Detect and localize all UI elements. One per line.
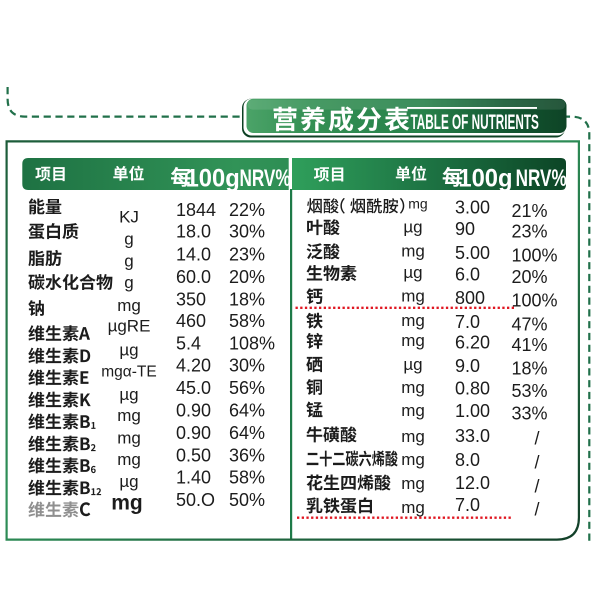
svg-text:47%: 47%: [512, 315, 548, 335]
svg-text:mg: mg: [401, 401, 425, 420]
svg-text:18%: 18%: [512, 359, 548, 379]
svg-text:mg: mg: [111, 492, 143, 515]
svg-text:64%: 64%: [229, 423, 265, 443]
svg-text:3.00: 3.00: [455, 198, 490, 218]
svg-text:33.0: 33.0: [455, 426, 490, 446]
svg-text:µgRE: µgRE: [108, 317, 151, 336]
svg-text:µg: µg: [403, 263, 422, 282]
svg-text:9.0: 9.0: [455, 356, 480, 376]
svg-text:mg: mg: [401, 311, 425, 330]
svg-text:36%: 36%: [229, 445, 265, 465]
svg-text:64%: 64%: [229, 401, 265, 421]
svg-text:mg: mg: [401, 242, 425, 261]
svg-text:mgα-TE: mgα-TE: [101, 363, 156, 380]
svg-text:mg: mg: [401, 474, 425, 493]
svg-text:g: g: [124, 273, 133, 292]
svg-text:100%: 100%: [512, 290, 558, 310]
svg-text:1.00: 1.00: [455, 401, 490, 421]
svg-text:mg: mg: [117, 406, 141, 425]
svg-text:7.0: 7.0: [455, 495, 480, 515]
svg-text:/: /: [534, 477, 539, 497]
svg-text:60.0: 60.0: [176, 267, 211, 287]
svg-text:µg: µg: [403, 217, 422, 236]
svg-text:/: /: [534, 453, 539, 473]
svg-text:6.20: 6.20: [455, 333, 490, 353]
svg-text:53%: 53%: [512, 381, 548, 401]
svg-text:5.4: 5.4: [176, 333, 201, 353]
svg-text:23%: 23%: [512, 221, 548, 241]
svg-text:g: g: [124, 251, 133, 270]
svg-text:0.90: 0.90: [176, 423, 211, 443]
svg-text:µg: µg: [119, 472, 138, 491]
svg-text:mg: mg: [117, 428, 141, 447]
svg-text:56%: 56%: [229, 378, 265, 398]
svg-text:mg: mg: [401, 378, 425, 397]
svg-text:350: 350: [176, 289, 206, 309]
svg-text:14.0: 14.0: [176, 245, 211, 265]
svg-text:108%: 108%: [229, 333, 275, 353]
svg-text:g: g: [124, 230, 133, 249]
svg-text:0.50: 0.50: [176, 445, 211, 465]
svg-text:58%: 58%: [229, 468, 265, 488]
svg-text:/: /: [534, 500, 539, 520]
svg-text:NRV%: NRV%: [240, 165, 291, 192]
svg-text:41%: 41%: [512, 335, 548, 355]
svg-text:100g: 100g: [458, 165, 512, 193]
svg-text:mg: mg: [401, 331, 425, 350]
svg-text:mg: mg: [401, 498, 425, 517]
svg-text:33%: 33%: [512, 404, 548, 424]
svg-text:8.0: 8.0: [455, 450, 480, 470]
svg-text:mg: mg: [117, 296, 141, 315]
svg-text:30%: 30%: [229, 356, 265, 376]
svg-text:/: /: [534, 429, 539, 449]
svg-text:460: 460: [176, 311, 206, 331]
svg-text:30%: 30%: [229, 222, 265, 242]
svg-text:TABLE OF NUTRIENTS: TABLE OF NUTRIENTS: [411, 111, 539, 134]
svg-text:7.0: 7.0: [455, 312, 480, 332]
svg-text:50%: 50%: [229, 490, 265, 510]
svg-text:800: 800: [455, 288, 485, 308]
svg-text:20%: 20%: [229, 267, 265, 287]
svg-text:mg: mg: [401, 450, 425, 469]
svg-text:µg: µg: [403, 355, 422, 374]
svg-text:0.90: 0.90: [176, 401, 211, 421]
svg-text:4.20: 4.20: [176, 356, 211, 376]
svg-text:18%: 18%: [229, 289, 265, 309]
svg-text:mg: mg: [401, 427, 425, 446]
svg-text:6.0: 6.0: [455, 265, 480, 285]
svg-text:100g: 100g: [186, 165, 240, 193]
svg-text:0.80: 0.80: [455, 379, 490, 399]
svg-text:21%: 21%: [512, 201, 548, 221]
svg-text:1.40: 1.40: [176, 468, 211, 488]
svg-text:mg: mg: [117, 450, 141, 469]
svg-text:22%: 22%: [229, 200, 265, 220]
svg-text:µg: µg: [119, 385, 138, 404]
svg-text:20%: 20%: [512, 267, 548, 287]
svg-text:1844: 1844: [176, 200, 216, 220]
svg-text:18.0: 18.0: [176, 222, 211, 242]
svg-text:5.00: 5.00: [455, 243, 490, 263]
svg-text:100%: 100%: [512, 246, 558, 266]
svg-text:50.O: 50.O: [176, 490, 215, 510]
svg-text:12.0: 12.0: [455, 473, 490, 493]
svg-text:23%: 23%: [229, 245, 265, 265]
svg-text:mg: mg: [408, 196, 427, 212]
svg-text:mg: mg: [401, 286, 425, 305]
svg-text:90: 90: [455, 219, 475, 239]
svg-text:NRV%: NRV%: [516, 165, 567, 192]
svg-text:KJ: KJ: [119, 208, 139, 227]
svg-text:45.0: 45.0: [176, 378, 211, 398]
svg-text:58%: 58%: [229, 311, 265, 331]
svg-text:µg: µg: [119, 340, 138, 359]
